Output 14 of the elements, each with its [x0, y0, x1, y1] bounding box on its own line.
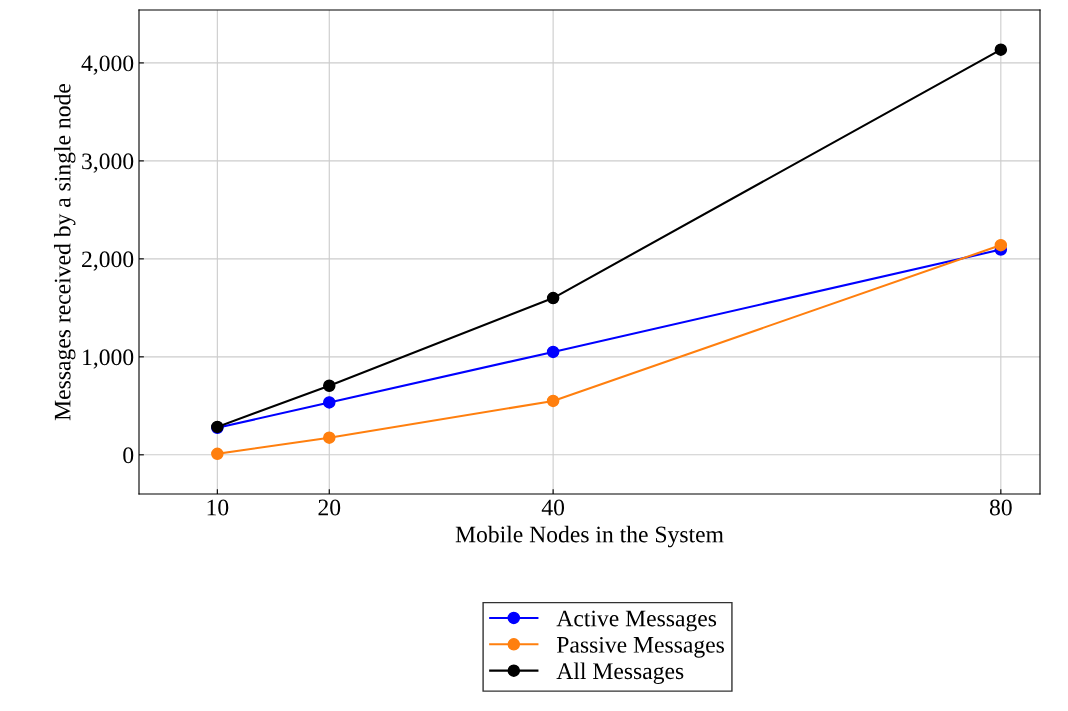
y-tick-label: 2,000: [82, 251, 134, 271]
y-tick-label: 4,000: [81, 55, 134, 75]
legend-label: Active Messages: [556, 610, 717, 632]
x-tick-label: 10: [207, 499, 229, 516]
y-tick-label: 1,000: [83, 349, 134, 369]
x-tick-label: 40: [541, 499, 565, 516]
x-tick-label: 80: [989, 499, 1012, 516]
legend-label: All Messages: [556, 662, 684, 684]
x-tick-label: 20: [318, 499, 341, 516]
y-tick-label: 3,000: [82, 153, 134, 173]
y-axis-title: Messages received by a single node: [53, 84, 76, 421]
legend-label: Passive Messages: [556, 636, 724, 658]
y-tick-label: 0: [123, 447, 134, 464]
x-axis-title: Mobile Nodes in the System: [455, 525, 724, 548]
